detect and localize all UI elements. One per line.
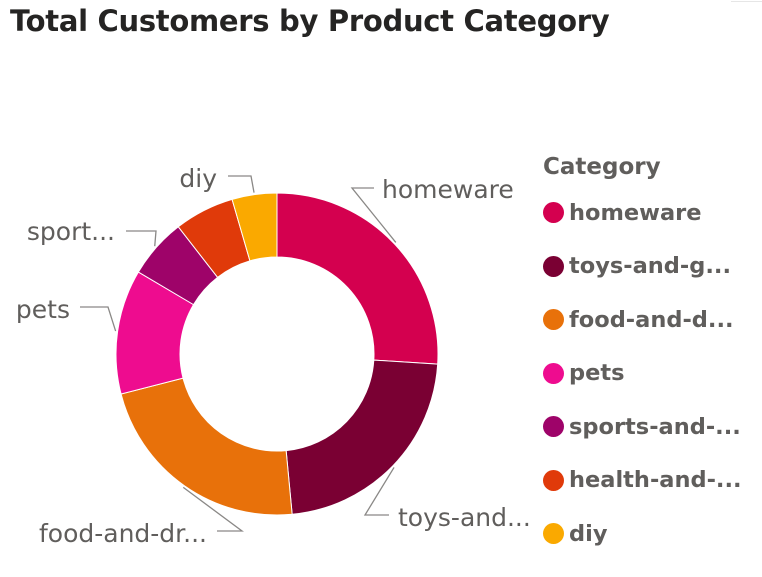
legend-item-toys-and-games[interactable]: toys-and-g... — [543, 240, 742, 294]
slice-label-sports-and-leisure: sport... — [27, 217, 115, 246]
legend-swatch — [543, 202, 564, 224]
slice-label-food-and-drink: food-and-dr... — [39, 519, 207, 548]
legend-swatch — [543, 416, 564, 438]
slice-label-diy: diy — [179, 164, 217, 193]
leader-line-pets — [80, 306, 117, 332]
legend-label: diy — [569, 520, 608, 547]
legend-swatch — [543, 362, 564, 384]
legend: Category homeware toys-and-g... food-and-d… — [543, 154, 742, 561]
legend-title: Category — [543, 154, 661, 180]
slice-diy[interactable] — [231, 192, 278, 262]
leader-line-sports-and-leisure — [126, 230, 157, 247]
legend-item-health-and-beauty[interactable]: health-and-... — [543, 454, 742, 508]
legend-label: sports-and-... — [569, 413, 741, 440]
legend-swatch — [543, 309, 564, 331]
legend-label: pets — [569, 360, 625, 387]
top-divider — [731, 1, 762, 2]
legend-label: food-and-d... — [569, 306, 734, 333]
slice-food-and-drink[interactable] — [120, 377, 293, 516]
legend-label: health-and-... — [569, 467, 742, 494]
leader-line-diy — [228, 175, 255, 193]
legend-label: toys-and-g... — [569, 253, 732, 280]
legend-label: homeware — [569, 199, 702, 226]
slice-toys-and-games[interactable] — [285, 359, 439, 515]
legend-swatch — [543, 523, 564, 545]
legend-item-sports-and-leisure[interactable]: sports-and-... — [543, 400, 742, 454]
leader-line-food-and-drink — [182, 486, 244, 532]
legend-item-diy[interactable]: diy — [543, 507, 742, 561]
slice-label-toys-and-games: toys-and... — [398, 503, 531, 532]
slice-label-homeware: homeware — [382, 175, 514, 204]
slice-label-pets: pets — [16, 295, 70, 324]
legend-swatch — [543, 255, 564, 277]
leader-line-homeware — [350, 187, 397, 243]
leader-line-toys-and-games — [363, 467, 395, 516]
legend-swatch — [543, 469, 564, 491]
legend-item-pets[interactable]: pets — [543, 347, 742, 401]
slice-homeware[interactable] — [276, 192, 439, 365]
chart-title: Total Customers by Product Category — [10, 4, 610, 38]
legend-item-homeware[interactable]: homeware — [543, 186, 742, 240]
legend-item-food-and-drink[interactable]: food-and-d... — [543, 293, 742, 347]
